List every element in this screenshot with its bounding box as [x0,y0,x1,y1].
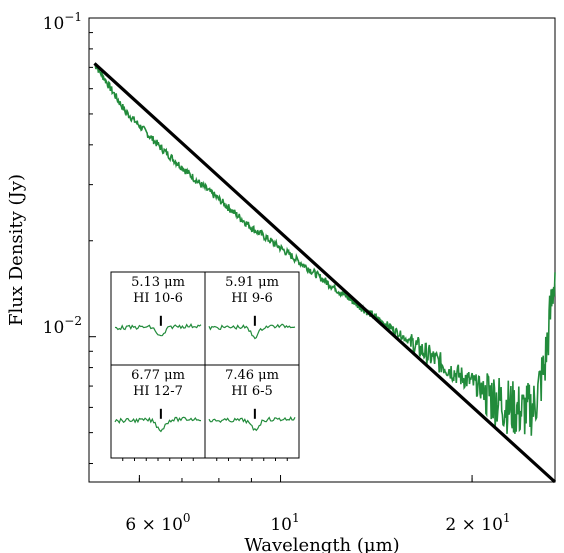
minor-ticks [88,32,473,482]
inset-spectrum [114,416,202,433]
x-tick-label-6: 6 × 100 [125,511,190,535]
inset-spectrum [114,322,202,337]
inset-spectrum [208,323,296,340]
inset-line-label: HI 10-6 [133,291,183,306]
y-tick-label-0.01: 10−2 [43,314,82,338]
inset-spectrum [208,416,296,432]
inset-line-label: HI 9-6 [231,291,273,306]
x-tick-label-20: 2 × 101 [445,511,510,535]
x-axis-label: Wavelength (μm) [244,535,399,553]
spectrum-series [93,62,556,436]
inset-wavelength-label: 7.46 μm [225,368,279,383]
y-axis-label: Flux Density (Jy) [6,174,27,326]
x-tick-label-10: 101 [270,511,299,535]
inset-wavelength-label: 5.91 μm [225,275,279,290]
inset-wavelength-label: 6.77 μm [131,368,185,383]
model-fit-line [93,62,557,484]
inset-line-label: HI 6-5 [231,384,273,399]
plot-frame [88,17,556,483]
inset-line-label: HI 12-7 [133,384,183,399]
inset-wavelength-label: 5.13 μm [131,275,185,290]
major-ticks [89,17,473,482]
y-tick-label-0.1: 10−1 [43,10,82,34]
